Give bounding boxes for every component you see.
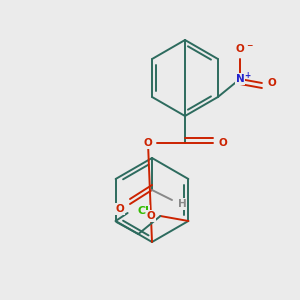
Text: −: − [246, 41, 252, 50]
Text: N: N [236, 74, 244, 84]
Text: H: H [178, 199, 186, 209]
Text: O: O [116, 204, 124, 214]
Text: O: O [268, 78, 276, 88]
Text: Cl: Cl [138, 206, 150, 216]
Text: O: O [219, 138, 227, 148]
Text: O: O [144, 138, 152, 148]
Text: O: O [147, 211, 156, 221]
Text: +: + [244, 70, 250, 80]
Text: O: O [236, 44, 244, 54]
